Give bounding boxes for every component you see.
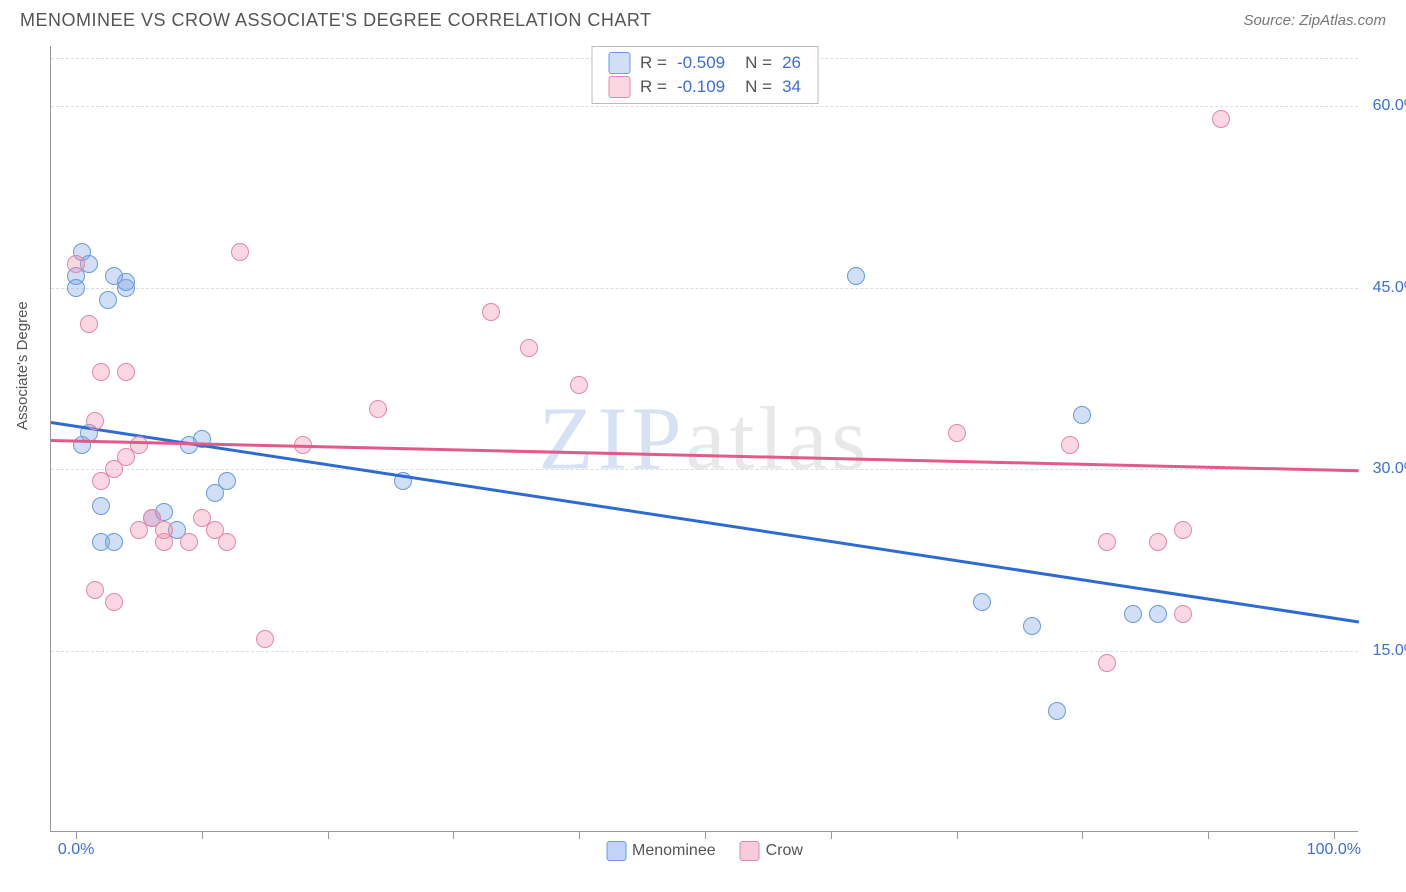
data-point (86, 412, 104, 430)
trend-line (51, 439, 1359, 472)
data-point (105, 593, 123, 611)
data-point (231, 243, 249, 261)
data-point (117, 363, 135, 381)
gridline (51, 651, 1358, 652)
x-tick (328, 831, 329, 839)
x-tick (453, 831, 454, 839)
data-point (256, 630, 274, 648)
watermark-zip: ZIP (539, 389, 686, 488)
data-point (92, 472, 110, 490)
legend-swatch (608, 76, 630, 98)
series-legend-item: Crow (740, 841, 803, 861)
data-point (155, 521, 173, 539)
y-tick-label: 45.0% (1373, 279, 1406, 297)
data-point (1174, 521, 1192, 539)
data-point (218, 533, 236, 551)
legend-row: R = -0.509 N = 26 (608, 51, 801, 75)
gridline (51, 469, 1358, 470)
data-point (206, 484, 224, 502)
data-point (1098, 533, 1116, 551)
legend-label: Menominee (632, 842, 716, 860)
legend-n-label: N = (745, 53, 772, 73)
gridline (51, 288, 1358, 289)
data-point (105, 533, 123, 551)
chart-title: MENOMINEE VS CROW ASSOCIATE'S DEGREE COR… (20, 10, 652, 31)
gridline (51, 106, 1358, 107)
series-legend: Menominee Crow (606, 841, 803, 861)
data-point (1023, 617, 1041, 635)
data-point (1061, 436, 1079, 454)
data-point (99, 291, 117, 309)
series-legend-item: Menominee (606, 841, 716, 861)
watermark: ZIPatlas (539, 387, 871, 490)
data-point (1098, 654, 1116, 672)
legend-swatch (608, 52, 630, 74)
data-point (570, 376, 588, 394)
source-label: Source: ZipAtlas.com (1243, 12, 1386, 29)
data-point (67, 279, 85, 297)
data-point (1149, 605, 1167, 623)
data-point (117, 273, 135, 291)
data-point (1212, 110, 1230, 128)
data-point (92, 497, 110, 515)
legend-n-value: 26 (782, 53, 801, 73)
data-point (369, 400, 387, 418)
watermark-atlas: atlas (686, 389, 871, 488)
legend-swatch (606, 841, 626, 861)
x-tick (76, 831, 77, 839)
data-point (180, 533, 198, 551)
data-point (847, 267, 865, 285)
y-tick-label: 15.0% (1373, 642, 1406, 660)
data-point (92, 363, 110, 381)
data-point (130, 436, 148, 454)
data-point (948, 424, 966, 442)
legend-n-value: 34 (782, 77, 801, 97)
chart-header: MENOMINEE VS CROW ASSOCIATE'S DEGREE COR… (0, 0, 1406, 37)
data-point (80, 315, 98, 333)
legend-r-value: -0.109 (677, 77, 725, 97)
data-point (67, 255, 85, 273)
data-point (86, 581, 104, 599)
data-point (1048, 702, 1066, 720)
legend-r-label: R = (640, 77, 667, 97)
x-tick-label: 100.0% (1307, 841, 1361, 859)
y-tick-label: 60.0% (1373, 97, 1406, 115)
x-tick (1208, 831, 1209, 839)
data-point (1073, 406, 1091, 424)
y-axis-label: Associate's Degree (14, 301, 31, 430)
data-point (1124, 605, 1142, 623)
y-tick-label: 30.0% (1373, 460, 1406, 478)
legend-swatch (740, 841, 760, 861)
x-tick (1334, 831, 1335, 839)
x-tick (957, 831, 958, 839)
legend-row: R = -0.109 N = 34 (608, 75, 801, 99)
legend-n-label: N = (745, 77, 772, 97)
legend-label: Crow (766, 842, 803, 860)
x-tick (579, 831, 580, 839)
x-tick (202, 831, 203, 839)
x-tick (705, 831, 706, 839)
x-tick (831, 831, 832, 839)
trend-line (51, 421, 1359, 623)
x-tick (1082, 831, 1083, 839)
x-tick-label: 0.0% (58, 841, 94, 859)
data-point (1174, 605, 1192, 623)
data-point (482, 303, 500, 321)
legend-r-value: -0.509 (677, 53, 725, 73)
legend-r-label: R = (640, 53, 667, 73)
correlation-legend: R = -0.509 N = 26 R = -0.109 N = 34 (591, 46, 818, 104)
data-point (1149, 533, 1167, 551)
scatter-chart: ZIPatlas R = -0.509 N = 26 R = -0.109 N = 3… (50, 46, 1358, 832)
data-point (973, 593, 991, 611)
data-point (520, 339, 538, 357)
